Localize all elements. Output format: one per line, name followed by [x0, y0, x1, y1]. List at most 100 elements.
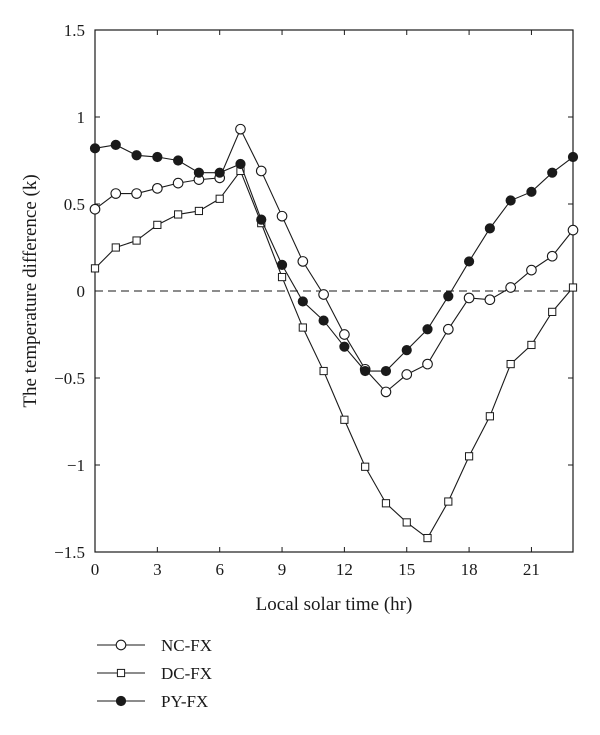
data-point-py-fx	[235, 158, 246, 170]
data-point-dc-fx	[381, 499, 391, 508]
data-point-nc-fx	[422, 358, 433, 370]
legend-marker	[115, 695, 127, 707]
data-point-py-fx	[547, 167, 558, 178]
data-point-nc-fx	[235, 123, 246, 135]
data-point-py-fx	[297, 296, 308, 307]
x-tick-label: 18	[461, 560, 478, 579]
legend-marker	[115, 639, 127, 651]
data-point-py-fx	[463, 256, 475, 267]
data-point-nc-fx	[526, 264, 537, 276]
data-point-nc-fx	[339, 329, 350, 340]
y-tick-label: 0.5	[64, 195, 85, 214]
data-point-py-fx	[360, 365, 371, 377]
data-point-nc-fx	[463, 292, 475, 304]
x-tick-label: 9	[278, 560, 287, 579]
data-point-dc-fx	[132, 236, 141, 245]
legend-label: NC-FX	[161, 636, 212, 655]
data-point-py-fx	[484, 223, 495, 234]
series-layer	[89, 123, 579, 543]
legend-item-nc-fx: NC-FX	[97, 636, 212, 655]
y-tick-label: 1	[77, 108, 86, 127]
y-tick-label: −0.5	[54, 369, 85, 388]
x-tick-label: 12	[336, 560, 353, 579]
data-point-py-fx	[131, 150, 142, 161]
data-point-dc-fx	[548, 307, 557, 316]
data-point-nc-fx	[505, 282, 517, 293]
legend-label: DC-FX	[161, 664, 212, 683]
data-point-nc-fx	[546, 250, 558, 262]
data-point-dc-fx	[444, 497, 453, 506]
data-point-dc-fx	[215, 194, 224, 203]
data-point-py-fx	[214, 167, 225, 178]
data-point-dc-fx	[174, 210, 183, 219]
data-point-nc-fx	[380, 386, 392, 398]
data-point-py-fx	[193, 167, 205, 178]
x-tick-label: 6	[215, 560, 224, 579]
x-tick-label: 21	[523, 560, 540, 579]
data-point-py-fx	[173, 155, 184, 166]
data-point-dc-fx	[402, 518, 411, 527]
legend: NC-FX DC-FX PY-FX	[97, 636, 212, 711]
y-axis-label: The temperature difference (k)	[20, 174, 41, 407]
data-point-py-fx	[505, 195, 516, 206]
data-point-dc-fx	[111, 243, 120, 252]
data-point-py-fx	[380, 365, 392, 377]
data-point-py-fx	[152, 151, 163, 163]
x-tick-label: 15	[398, 560, 415, 579]
data-point-dc-fx	[485, 412, 494, 421]
data-point-nc-fx	[484, 294, 496, 306]
y-tick-label: 1.5	[64, 21, 85, 40]
legend-label: PY-FX	[161, 692, 208, 711]
data-point-dc-fx	[90, 264, 100, 273]
series-nc-fx	[89, 123, 579, 398]
series-dc-fx	[90, 166, 578, 543]
axis-layer: 0 3 6 9 12 15 18 21 1.5 1 0.5 0 −0.5 −1 −1.5	[54, 21, 574, 579]
data-point-py-fx	[318, 315, 329, 326]
data-point-nc-fx	[567, 224, 579, 236]
y-tick-label: −1	[67, 456, 85, 475]
data-point-nc-fx	[276, 210, 288, 222]
data-point-nc-fx	[172, 177, 184, 189]
data-point-nc-fx	[110, 188, 122, 199]
data-point-dc-fx	[423, 533, 432, 543]
data-point-dc-fx	[464, 452, 474, 461]
data-point-py-fx	[567, 151, 579, 163]
series-line-nc-fx	[94, 127, 574, 393]
data-point-dc-fx	[298, 323, 307, 332]
series-line-dc-fx	[94, 169, 574, 539]
data-point-py-fx	[110, 139, 121, 150]
data-point-nc-fx	[131, 188, 142, 199]
data-point-dc-fx	[153, 220, 162, 229]
series-line-py-fx	[94, 144, 574, 372]
data-point-py-fx	[422, 324, 433, 335]
data-point-py-fx	[339, 341, 350, 352]
data-point-nc-fx	[401, 369, 413, 380]
data-point-dc-fx	[319, 366, 328, 376]
data-point-dc-fx	[340, 415, 349, 424]
data-point-dc-fx	[361, 462, 370, 471]
data-point-nc-fx	[151, 182, 163, 194]
x-axis-label: Local solar time (hr)	[256, 594, 413, 615]
data-point-dc-fx	[277, 272, 287, 282]
data-point-dc-fx	[568, 283, 578, 292]
data-point-nc-fx	[318, 289, 329, 300]
data-point-py-fx	[276, 259, 288, 270]
legend-item-dc-fx: DC-FX	[97, 664, 212, 683]
data-point-py-fx	[401, 345, 412, 356]
data-point-py-fx	[89, 143, 101, 154]
data-point-nc-fx	[442, 323, 454, 335]
data-point-py-fx	[256, 214, 267, 225]
data-point-dc-fx	[194, 206, 204, 216]
x-tick-label: 3	[153, 560, 162, 579]
data-point-py-fx	[443, 291, 454, 302]
data-point-dc-fx	[506, 359, 515, 369]
x-tick-label: 0	[91, 560, 100, 579]
y-tick-label: −1.5	[54, 543, 85, 562]
data-point-nc-fx	[297, 256, 309, 267]
data-point-nc-fx	[255, 165, 267, 177]
y-tick-label: 0	[77, 282, 86, 301]
series-py-fx	[89, 139, 579, 377]
legend-marker	[116, 668, 126, 678]
